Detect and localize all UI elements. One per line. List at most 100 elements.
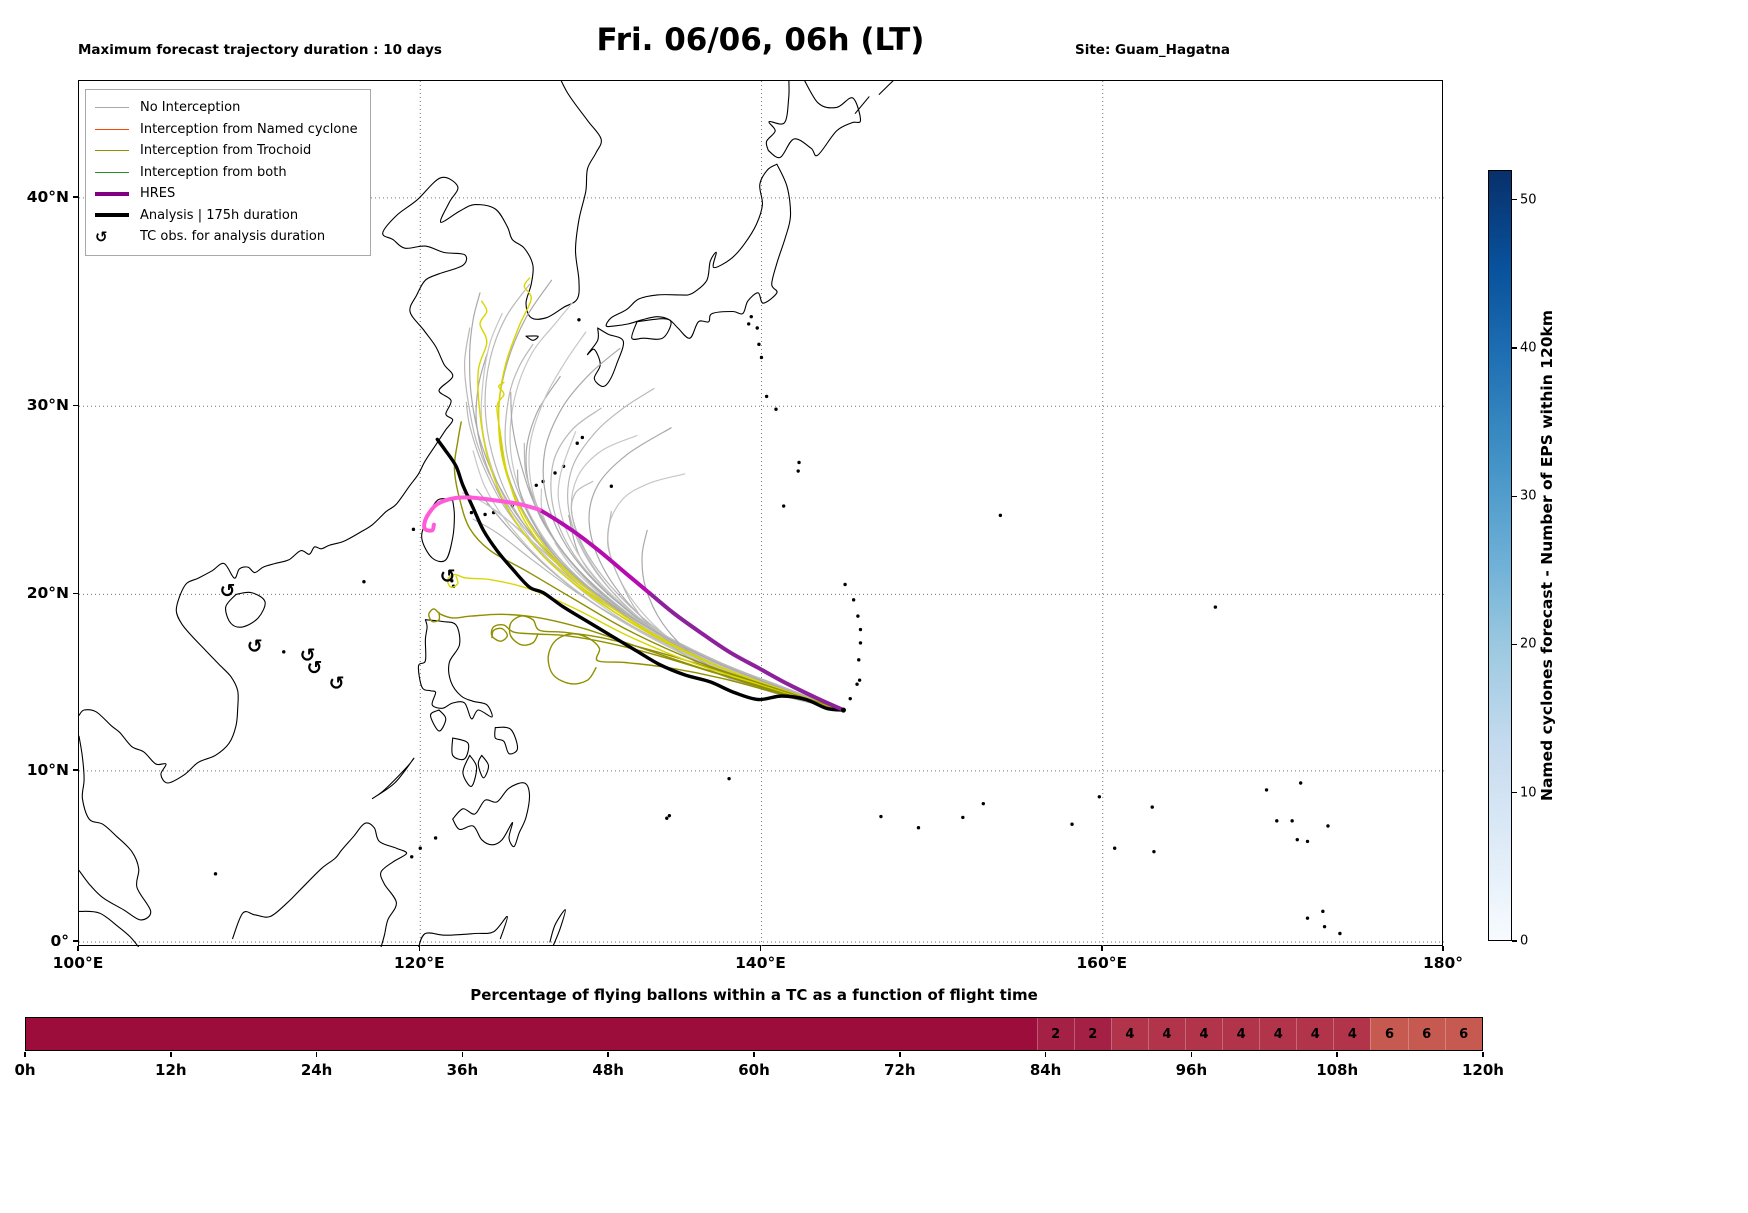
colorbar-tick-mark: [1512, 643, 1517, 646]
header-line: Site: Guam_Hagatna: [1075, 42, 1231, 58]
bottom-chart-title: Percentage of flying ballons within a TC…: [470, 986, 1038, 1004]
flight-time-tick-label: 48h: [592, 1061, 624, 1079]
flight-time-tick-mark: [170, 1052, 172, 1057]
bar-segment: 4: [1147, 1018, 1185, 1050]
legend-line-sample: [95, 107, 131, 109]
bar-segment: [820, 1018, 857, 1050]
flight-time-tick-mark: [753, 1052, 755, 1057]
trochoid-tracks: [428, 277, 845, 711]
tc-obs-icon: ↺: [95, 227, 131, 246]
legend-line-sample: [95, 107, 129, 109]
lon-tick-label: 180°: [1422, 954, 1464, 972]
bar-segment: [1000, 1018, 1037, 1050]
legend-line-sample: [95, 128, 129, 130]
legend-line-sample: [95, 191, 131, 196]
bar-segment: [675, 1018, 712, 1050]
lon-tick-mark: [1101, 946, 1103, 951]
lat-tick-label: 10°N: [26, 760, 69, 779]
lat-tick-label: 20°N: [26, 584, 69, 603]
bar-segment: [747, 1018, 784, 1050]
bar-segment: 6: [1370, 1018, 1408, 1050]
flight-time-tick-mark: [1044, 1052, 1047, 1057]
legend-label: No Interception: [140, 100, 241, 116]
bar-segment: [603, 1018, 640, 1050]
lat-tick-label: 0°: [50, 932, 69, 950]
colorbar: [1488, 170, 1512, 941]
bar-segment: [928, 1018, 965, 1050]
flight-time-tick-mark: [461, 1052, 464, 1057]
colorbar-tick-mark: [1512, 495, 1517, 497]
deployment-start-point: [840, 707, 847, 713]
flight-time-tick-label: 108h: [1316, 1061, 1359, 1079]
legend-item: HRES: [95, 183, 358, 205]
legend-line-sample: [95, 150, 131, 152]
legend-line-sample: [95, 128, 131, 130]
flight-time-tick-label: 96h: [1175, 1061, 1208, 1079]
legend-line-sample: [95, 171, 129, 173]
tc-obs-icon: ↺: [440, 565, 456, 587]
bar-segment: 2: [1073, 1018, 1111, 1050]
lat-tick-mark: [73, 592, 78, 595]
legend-line-sample: [95, 213, 129, 218]
legend-item: No Interception: [95, 97, 358, 119]
flight-time-tick-mark: [1190, 1052, 1193, 1057]
bar-segment: [495, 1018, 532, 1050]
legend-label: Analysis | 175h duration: [140, 207, 299, 223]
gray-tracks: [462, 279, 844, 711]
tc-obs-icon: ↺: [300, 644, 316, 666]
bar-segment: [892, 1018, 929, 1050]
flight-time-tick-label: 72h: [884, 1061, 916, 1079]
legend-item: Interception from Named cyclone: [95, 119, 358, 141]
colorbar-tick-label: 0: [1520, 933, 1529, 949]
bar-segment: 4: [1259, 1018, 1297, 1050]
bar-segment: [423, 1018, 460, 1050]
legend-line-sample: [95, 213, 131, 218]
legend-line-sample: [95, 150, 129, 152]
tc-obs-markers: ↺↺ ↺↺↺↺: [219, 565, 455, 694]
bar-segment: 2: [1036, 1018, 1074, 1050]
bar-segment: 4: [1333, 1018, 1371, 1050]
lon-tick-label: 140°E: [735, 954, 786, 972]
lon-tick-mark: [418, 946, 420, 951]
lat-tick-mark: [73, 404, 78, 406]
grid-lines: [79, 81, 1444, 947]
legend-label: HRES: [140, 186, 176, 202]
lat-tick-mark: [73, 940, 78, 942]
colorbar-tick-mark: [1512, 199, 1517, 201]
flight-time-tick-mark: [1482, 1052, 1484, 1057]
bar-segment: 4: [1296, 1018, 1334, 1050]
tc-obs-icon: ↺: [247, 636, 263, 658]
lon-tick-label: 160°E: [1076, 954, 1128, 972]
colorbar-tick-label: 20: [1520, 636, 1537, 652]
lon-tick-mark: [77, 946, 79, 951]
flight-time-tick-label: 84h: [1029, 1061, 1062, 1079]
colorbar-label: Named cyclones forecast - Number of EPS …: [1538, 310, 1556, 801]
flight-time-tick-label: 36h: [446, 1061, 479, 1079]
bar-segment: [314, 1018, 351, 1050]
flight-time-tick-label: 60h: [738, 1061, 770, 1079]
colorbar-tick-mark: [1512, 347, 1517, 349]
bar-segment: [26, 1018, 63, 1050]
bar-segment: 4: [1110, 1018, 1148, 1050]
bar-segment: [98, 1018, 135, 1050]
colorbar-tick-mark: [1512, 792, 1517, 794]
legend-label: Interception from Named cyclone: [140, 121, 358, 137]
bar-segment: [206, 1018, 243, 1050]
map-axes: ↺ ↺ ↺ ↺ ↺ ↺ No Interception Interception from …: [78, 80, 1444, 947]
legend-label: TC obs. for analysis duration: [140, 229, 326, 245]
bar-segment: 6: [1444, 1018, 1482, 1050]
bar-segment: [62, 1018, 99, 1050]
flight-time-tick-mark: [24, 1052, 26, 1057]
lat-tick-label: 40°N: [26, 187, 69, 206]
colorbar-tick-label: 50: [1520, 192, 1537, 208]
coastlines: [79, 81, 894, 947]
bar-segment: 6: [1407, 1018, 1445, 1050]
bar-segment: [531, 1018, 568, 1050]
lon-tick-mark: [759, 946, 762, 951]
bar-segment: [242, 1018, 279, 1050]
lat-tick-mark: [73, 769, 78, 771]
page-title: Fri. 06/06, 06h (LT): [596, 22, 925, 58]
bar-segment: [386, 1018, 424, 1050]
tc-obs-icon: ↺: [95, 227, 108, 246]
